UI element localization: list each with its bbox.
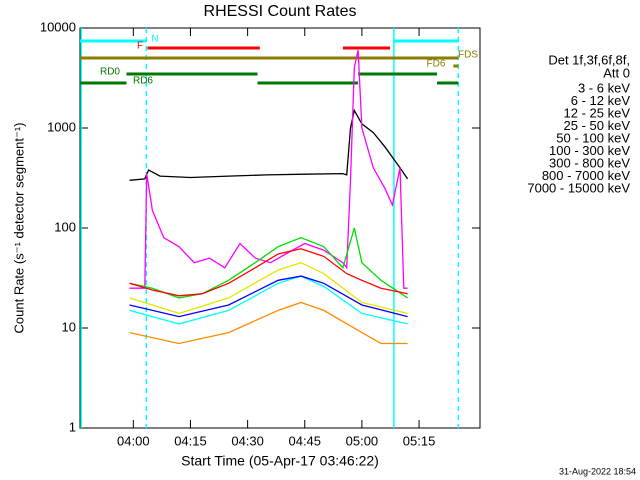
legend-title: Det 1f,3f,6f,8f, xyxy=(548,52,630,67)
flag-label: FDS xyxy=(458,50,478,61)
flag-label: N xyxy=(151,34,158,45)
legend-entry: 7000 - 15000 keV xyxy=(527,180,630,195)
x-tick-label: 05:15 xyxy=(403,433,436,448)
flag-label: RD0 xyxy=(100,67,120,78)
legend-entry: 25 - 50 keV xyxy=(564,118,631,133)
flag-label: RD6 xyxy=(133,76,153,87)
series-line xyxy=(129,227,408,299)
x-tick-label: 04:00 xyxy=(117,433,150,448)
series-line xyxy=(129,50,408,289)
legend-entry: 50 - 100 keV xyxy=(556,130,630,145)
y-tick-label: 1000 xyxy=(47,119,76,134)
y-axis-label: Count Rate (s⁻¹ detector segment⁻¹) xyxy=(11,123,26,334)
y-tick-label: 10 xyxy=(62,319,76,334)
legend-entry: 3 - 6 keV xyxy=(578,80,630,95)
legend-entry: 12 - 25 keV xyxy=(564,105,631,120)
legend-title: Att 0 xyxy=(603,65,630,80)
chart-title: RHESSI Count Rates xyxy=(204,3,357,20)
y-tick-label: 10000 xyxy=(40,19,76,34)
x-tick-label: 04:45 xyxy=(288,433,321,448)
footer: 31-Aug-2022 18:54 xyxy=(559,466,636,476)
flag-label: F xyxy=(137,41,143,52)
y-tick-label: 100 xyxy=(54,219,76,234)
series-line xyxy=(129,275,408,318)
series-line xyxy=(129,301,408,345)
x-axis-label: Start Time (05-Apr-17 03:46:22) xyxy=(181,453,379,469)
x-tick-label: 05:00 xyxy=(346,433,379,448)
legend-entry: 100 - 300 keV xyxy=(549,143,630,158)
legend-entry: 6 - 12 keV xyxy=(571,93,631,108)
series-line xyxy=(129,248,408,297)
series-line xyxy=(129,275,408,325)
flag-label: FD6 xyxy=(427,59,446,70)
x-tick-label: 04:30 xyxy=(231,433,264,448)
legend-entry: 800 - 7000 keV xyxy=(542,168,631,183)
series-line xyxy=(129,262,408,315)
legend-entry: 300 - 800 keV xyxy=(549,155,630,170)
series-line xyxy=(129,108,409,181)
y-tick-label: 1 xyxy=(69,419,76,434)
x-tick-label: 04:15 xyxy=(174,433,207,448)
